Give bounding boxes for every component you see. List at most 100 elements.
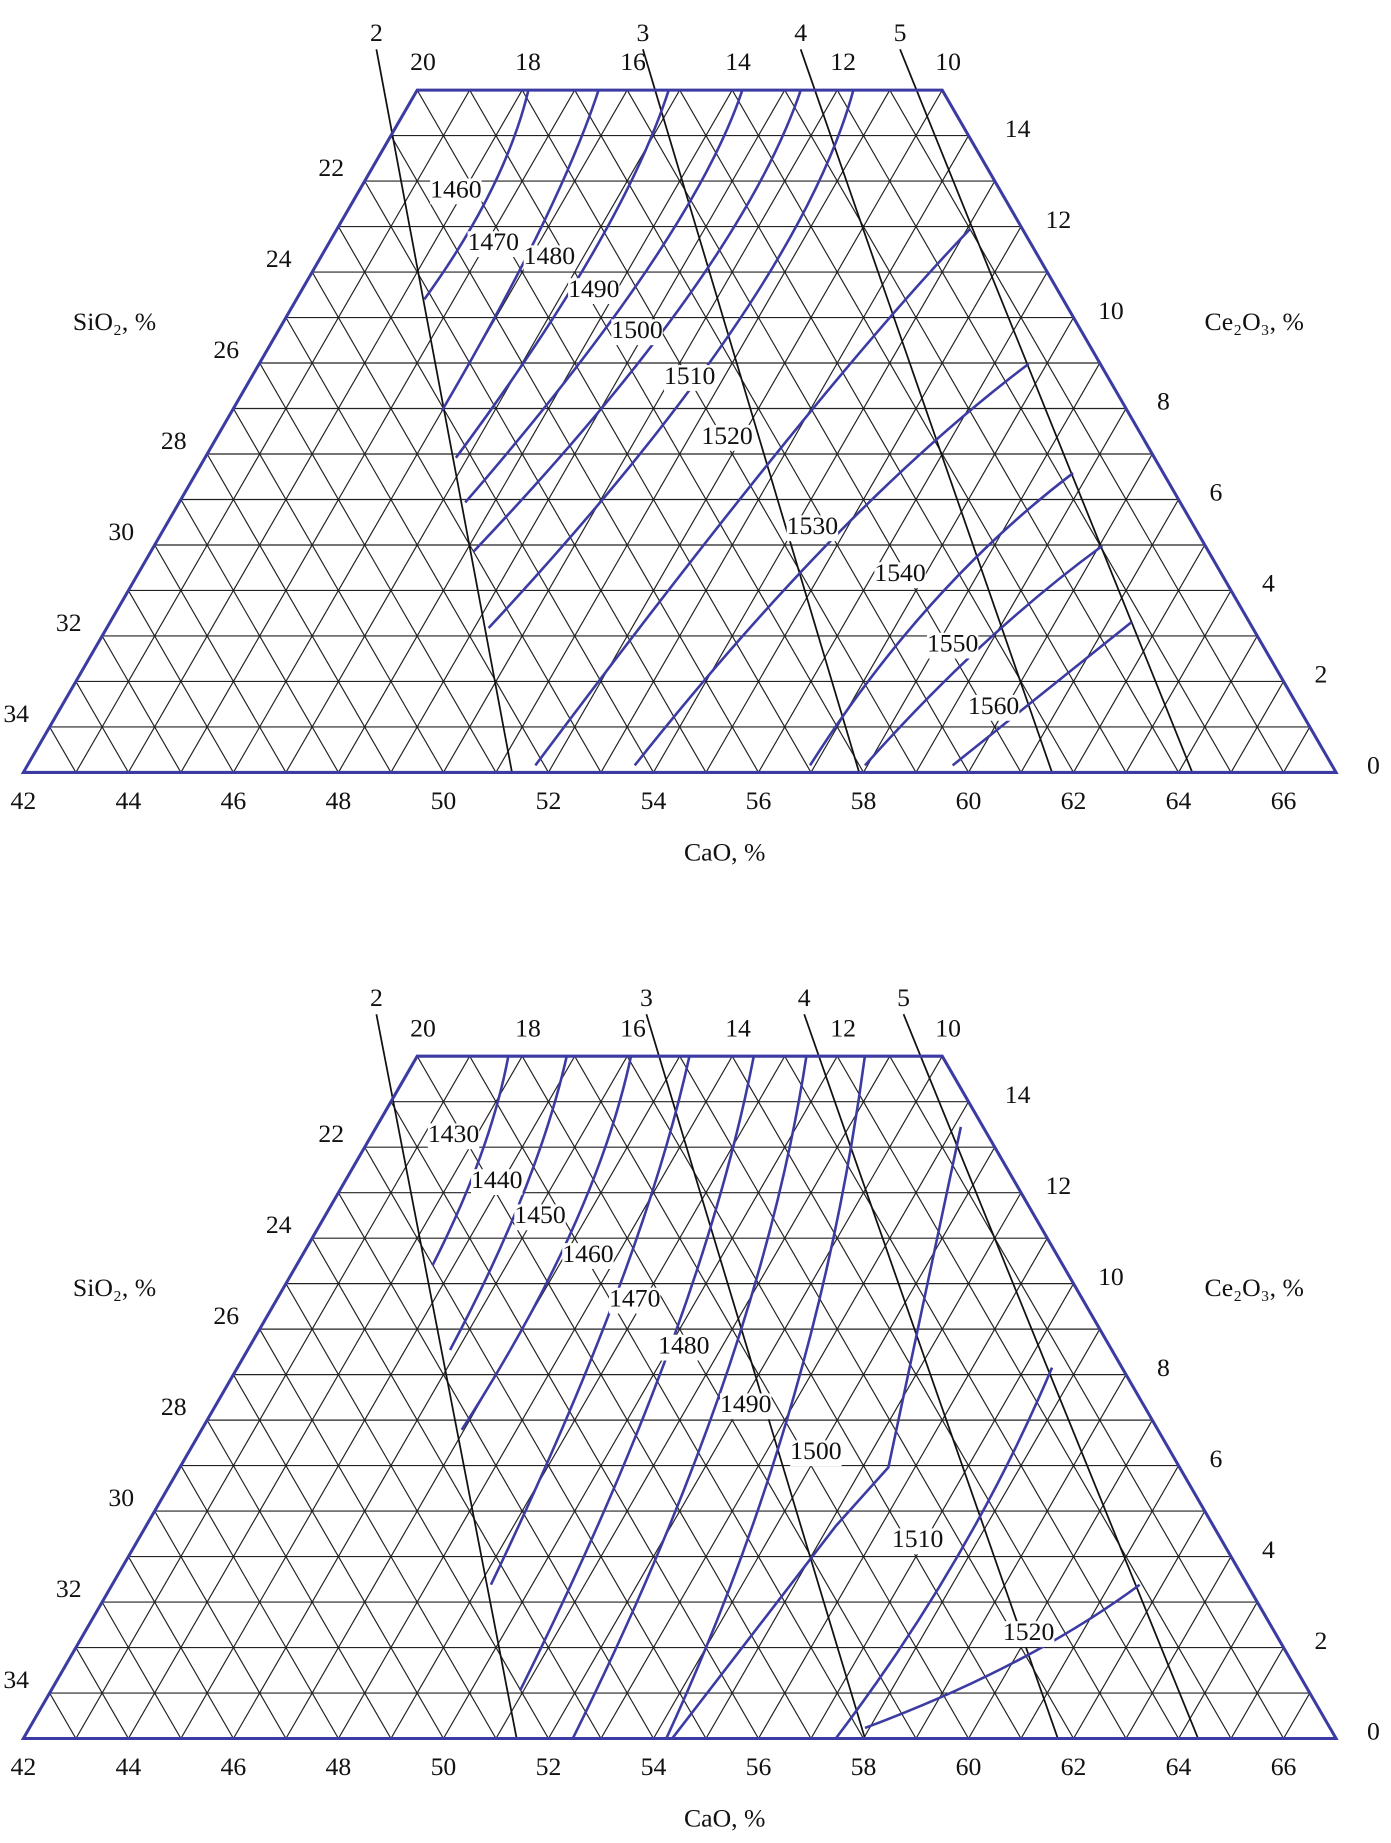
grid-line [1204, 1056, 1337, 1739]
right-axis-title: Ce₂O₃, % [1205, 307, 1304, 336]
grid-line [731, 90, 1127, 773]
grid-line [442, 90, 838, 773]
grid-line [810, 90, 1206, 773]
label-bg [568, 278, 620, 305]
grid-line [232, 1056, 628, 1739]
grid-line [1230, 1056, 1337, 1739]
grid-line [390, 1056, 786, 1739]
sio2-top-tick-label: 12 [830, 47, 856, 76]
ce2o3-tick-label: 8 [1157, 387, 1170, 416]
label-bg [874, 562, 926, 589]
border [20, 88, 1339, 774]
label-bg [562, 1243, 614, 1269]
cao-tick-label: 42 [11, 1752, 37, 1781]
grid-line [1362, 90, 1391, 772]
grid-line [1230, 90, 1337, 773]
grid-line [23, 90, 392, 773]
cao-tick-label: 66 [1271, 786, 1297, 815]
label-bg [786, 515, 839, 542]
composition-line [799, 49, 1053, 773]
composition-line [642, 49, 860, 773]
ce2o3-tick-label: 0 [1367, 1717, 1380, 1746]
composition-line [899, 48, 1194, 773]
panel: 2 3 4 5143014401450146014701480149015001510… [3, 983, 1391, 1833]
grid-line [23, 1056, 129, 1739]
grid-line [968, 90, 1337, 773]
isotherm [460, 1055, 633, 1431]
grid-line [1362, 1056, 1391, 1738]
sio2-left-tick-label: 22 [318, 153, 344, 182]
isotherm [423, 90, 530, 301]
cao-tick-label: 64 [1166, 786, 1192, 815]
cao-tick-label: 54 [641, 1752, 667, 1781]
label-bg [427, 1123, 480, 1150]
grid-line [23, 1056, 287, 1739]
sio2-top-tick-label: 20 [410, 47, 436, 76]
ce2o3-tick-label: 12 [1046, 1171, 1072, 1200]
label-bg [967, 694, 1020, 721]
label-bg [611, 319, 663, 346]
isotherm [440, 89, 600, 412]
grid [23, 1056, 1391, 1739]
line-label: 3 [640, 983, 653, 1012]
grid-line [600, 1056, 996, 1739]
grid-line [23, 90, 182, 773]
grid-line [23, 1056, 51, 1739]
cao-tick-label: 48 [326, 1752, 352, 1781]
sio2-top-tick-label: 16 [620, 1013, 646, 1042]
label-bg [891, 1528, 944, 1555]
grid-line [23, 90, 287, 773]
cao-tick-label: 52 [536, 786, 562, 815]
grid-line [731, 1056, 1127, 1739]
cao-tick-label: 44 [116, 1752, 142, 1781]
cao-tick-label: 62 [1061, 786, 1087, 815]
isotherm [534, 228, 972, 767]
isotherm-label: 1550 [927, 629, 978, 658]
sio2-left-tick-label: 24 [266, 244, 292, 273]
isotherm [864, 1583, 1141, 1730]
grid-line [154, 1056, 549, 1739]
grid-line [23, 90, 103, 773]
ce2o3-tick-label: 14 [1005, 1080, 1031, 1109]
sio2-top-tick-label: 20 [410, 1013, 436, 1042]
grid-line [23, 1056, 24, 1739]
isotherm [519, 1055, 756, 1691]
grid-line [495, 1056, 891, 1739]
grid-line [23, 90, 129, 773]
grid-line [337, 90, 733, 773]
grid-line [259, 1056, 654, 1739]
composition-line [375, 49, 513, 773]
grid-line [1283, 1056, 1337, 1739]
x-axis-title: CaO, % [684, 837, 765, 866]
ce2o3-tick-label: 14 [1005, 114, 1031, 143]
grid-line [574, 90, 970, 773]
grid-line [862, 90, 1258, 773]
sio2-top-tick-label: 18 [515, 47, 541, 76]
sio2-top-tick-label: 14 [725, 47, 751, 76]
isotherm [571, 1055, 808, 1740]
border [20, 1054, 1339, 1741]
composition-line [375, 1014, 518, 1739]
grid-line [442, 1056, 838, 1739]
sio2-top-tick-label: 10 [935, 1013, 961, 1042]
grid-line [1335, 90, 1337, 773]
grid-line [495, 90, 891, 773]
ce2o3-tick-label: 2 [1315, 660, 1328, 689]
grid-line [23, 1056, 103, 1739]
isotherm [834, 1367, 1054, 1740]
line-label: 5 [894, 18, 907, 47]
grid-line [390, 90, 786, 773]
label-bg [1002, 1621, 1055, 1647]
isotherm [489, 1055, 691, 1586]
line-label: 5 [897, 983, 910, 1012]
isotherm [951, 621, 1133, 767]
sio2-left-tick-label: 28 [161, 426, 187, 455]
grid-line [364, 90, 759, 773]
grid-line [49, 90, 444, 773]
cao-tick-label: 56 [746, 1752, 772, 1781]
isotherm [671, 1126, 963, 1740]
isotherm [808, 472, 1074, 767]
grid-line [915, 1056, 1311, 1739]
grid-line [23, 1056, 234, 1739]
